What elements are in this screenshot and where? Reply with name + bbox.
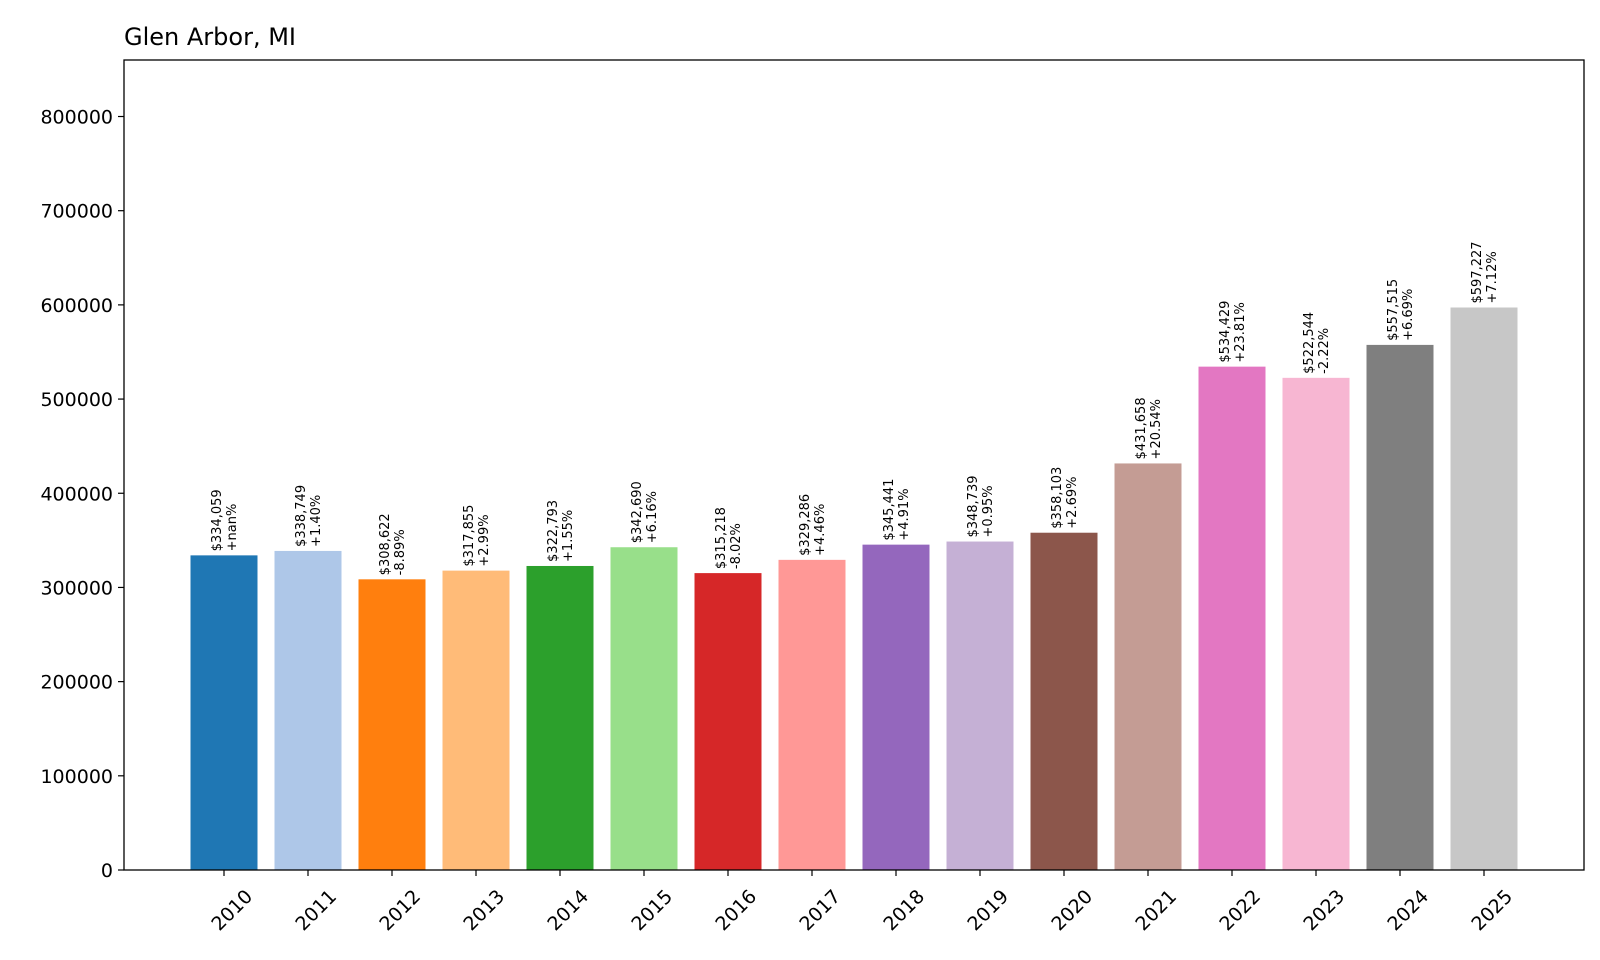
bar-change-label: +2.69%	[1065, 477, 1080, 529]
bar-change-label: +20.54%	[1149, 399, 1164, 459]
bar-change-label: +23.81%	[1233, 302, 1248, 362]
bar-change-label: +4.91%	[897, 488, 912, 540]
bar-value-label: $348,739	[966, 476, 981, 538]
bar-2023	[1282, 377, 1350, 870]
bar-label-2010: $334,059 +nan%	[210, 489, 240, 551]
bar-change-label: +nan%	[225, 504, 240, 552]
y-tick-label: 400000	[40, 483, 113, 505]
bar-2020	[1030, 532, 1098, 870]
bar-labels-layer: $334,059 +nan% $338,749 +1.40% $308,622 -8.89…	[210, 241, 1500, 575]
bar-change-label: +6.69%	[1401, 289, 1416, 341]
bar-value-label: $315,218	[714, 507, 729, 569]
bar-2019	[946, 541, 1014, 870]
bars-layer	[190, 307, 1518, 871]
bar-2024	[1366, 344, 1434, 870]
bar-change-label: +7.12%	[1485, 251, 1500, 303]
bar-change-label: +0.95%	[981, 485, 996, 537]
bar-label-2011: $338,749 +1.40%	[294, 485, 324, 547]
bar-value-label: $534,429	[1218, 301, 1233, 363]
bar-label-2025: $597,227 +7.12%	[1470, 241, 1500, 303]
bar-value-label: $597,227	[1470, 241, 1485, 303]
y-axis: 0 100000 200000 300000 400000 500000 600000 700…	[40, 107, 124, 882]
x-tick-label-2018: 2018	[879, 886, 929, 936]
bar-change-label: -8.89%	[393, 529, 408, 575]
bar-value-label: $338,749	[294, 485, 309, 547]
x-tick-label-2023: 2023	[1299, 886, 1349, 936]
x-tick-label-2022: 2022	[1215, 886, 1265, 936]
bar-2025	[1450, 307, 1518, 871]
bar-2011	[274, 550, 342, 870]
bar-value-label: $522,544	[1302, 312, 1317, 374]
bar-label-2024: $557,515 +6.69%	[1386, 279, 1416, 341]
bar-value-label: $557,515	[1386, 279, 1401, 341]
plot-frame	[123, 59, 1585, 871]
bar-2015	[610, 547, 678, 870]
bar-label-2014: $322,793 +1.55%	[546, 500, 576, 562]
bar-label-2016: $315,218 -8.02%	[714, 507, 744, 569]
bar-change-label: -8.02%	[729, 523, 744, 569]
x-tick-label-2024: 2024	[1383, 886, 1433, 936]
y-tick-label: 100000	[40, 766, 113, 788]
bar-2022	[1198, 366, 1266, 870]
y-tick-label: 600000	[40, 295, 113, 317]
bar-value-label: $358,103	[1050, 467, 1065, 529]
bar-change-label: +1.40%	[309, 495, 324, 547]
y-tick-label: 200000	[40, 672, 113, 694]
x-tick-label-2014: 2014	[543, 886, 593, 936]
bar-2010	[190, 555, 258, 870]
bar-change-label: +4.46%	[813, 504, 828, 556]
bar-2017	[778, 559, 846, 870]
bar-value-label: $345,441	[882, 479, 897, 541]
x-tick-label-2015: 2015	[627, 886, 677, 936]
x-tick-label-2012: 2012	[375, 886, 425, 936]
bar-value-label: $342,690	[630, 481, 645, 543]
x-tick-label-2010: 2010	[207, 886, 257, 936]
bar-label-2023: $522,544 -2.22%	[1302, 312, 1332, 374]
bar-value-label: $329,286	[798, 494, 813, 556]
bar-value-label: $308,622	[378, 513, 393, 575]
x-tick-label-2016: 2016	[711, 886, 761, 936]
bar-label-2018: $345,441 +4.91%	[882, 479, 912, 541]
bar-value-label: $334,059	[210, 489, 225, 551]
bar-label-2022: $534,429 +23.81%	[1218, 301, 1248, 363]
bar-label-2013: $317,855 +2.99%	[462, 505, 492, 567]
bar-label-2012: $308,622 -8.89%	[378, 513, 408, 575]
bar-2012	[358, 579, 426, 870]
y-tick-label: 0	[101, 860, 113, 882]
bar-label-2020: $358,103 +2.69%	[1050, 467, 1080, 529]
bar-2014	[526, 565, 594, 870]
bar-change-label: +1.55%	[561, 510, 576, 562]
bar-label-2017: $329,286 +4.46%	[798, 494, 828, 556]
x-axis: 2010 2011 2012 2013 2014 2015 2016 2017 2018 2019…	[207, 870, 1517, 935]
bar-change-label: -2.22%	[1317, 328, 1332, 374]
bar-2016	[694, 573, 762, 870]
bar-2021	[1114, 463, 1182, 870]
x-tick-label-2025: 2025	[1467, 886, 1517, 936]
chart-title: Glen Arbor, MI	[124, 23, 296, 51]
bar-change-label: +2.99%	[477, 514, 492, 566]
x-tick-label-2020: 2020	[1047, 886, 1097, 936]
bar-label-2019: $348,739 +0.95%	[966, 476, 996, 538]
bar-change-label: +6.16%	[645, 491, 660, 543]
x-tick-label-2013: 2013	[459, 886, 509, 936]
x-tick-label-2011: 2011	[291, 886, 341, 936]
bar-value-label: $431,658	[1134, 397, 1149, 459]
bar-value-label: $317,855	[462, 505, 477, 567]
bar-2018	[862, 544, 930, 870]
bar-2013	[442, 570, 510, 870]
y-tick-label: 700000	[40, 201, 113, 223]
y-tick-label: 300000	[40, 577, 113, 599]
y-tick-label: 800000	[40, 107, 113, 129]
bar-label-2015: $342,690 +6.16%	[630, 481, 660, 543]
y-tick-label: 500000	[40, 389, 113, 411]
x-tick-label-2017: 2017	[795, 886, 845, 936]
bar-value-label: $322,793	[546, 500, 561, 562]
bar-label-2021: $431,658 +20.54%	[1134, 397, 1164, 459]
x-tick-label-2019: 2019	[963, 886, 1013, 936]
x-tick-label-2021: 2021	[1131, 886, 1181, 936]
